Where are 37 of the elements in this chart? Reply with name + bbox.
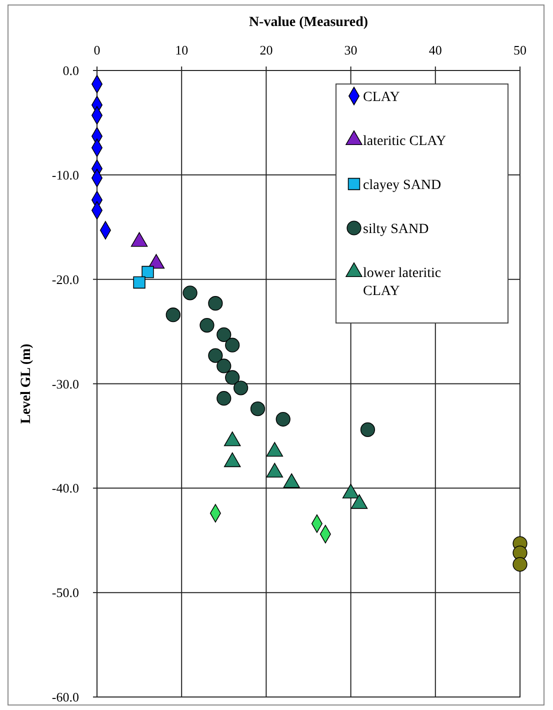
point — [216, 358, 232, 374]
point — [166, 308, 180, 322]
y-tick-label: -50.0 — [52, 585, 79, 600]
point — [208, 296, 223, 311]
legend-label: silty SAND — [363, 222, 429, 237]
point — [133, 276, 146, 289]
point — [208, 348, 223, 363]
x-tick-label: 40 — [428, 42, 442, 58]
point — [250, 402, 266, 416]
legend-label: lower lateritic CLAY — [363, 266, 442, 299]
x-tick-label: 50 — [514, 42, 526, 58]
y-tick-label: -30.0 — [52, 376, 79, 392]
point — [216, 327, 232, 342]
x-tick-label: 0 — [94, 42, 100, 58]
point — [216, 391, 232, 406]
point — [182, 286, 198, 300]
y-tick-label: -10.0 — [52, 167, 79, 182]
y-tick-label: -60.0 — [52, 690, 79, 705]
x-axis-title: N-value (Measured) — [248, 15, 368, 30]
legend-label: lateritic CLAY — [363, 134, 446, 149]
legend-label: CLAY — [363, 90, 400, 105]
y-tick-label: -40.0 — [52, 480, 79, 496]
point — [225, 370, 240, 385]
point — [512, 557, 528, 572]
point — [225, 338, 240, 352]
point — [360, 422, 376, 437]
point — [234, 380, 248, 396]
point — [276, 412, 290, 427]
y-axis-title: Level GL (m) — [19, 343, 34, 424]
x-tick-label: 30 — [344, 42, 358, 58]
point — [142, 266, 154, 278]
y-tick-label: -20.0 — [52, 272, 79, 287]
x-tick-label: 20 — [260, 42, 273, 58]
y-tick-label: 0.0 — [62, 63, 79, 78]
x-tick-label: 10 — [175, 42, 188, 58]
legend-label: clayey SAND — [363, 178, 442, 193]
point — [200, 318, 214, 333]
